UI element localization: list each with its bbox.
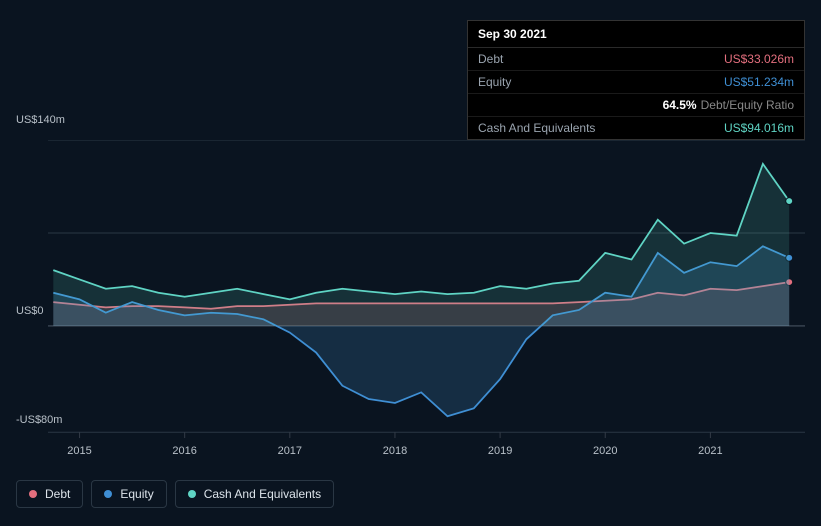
x-axis-tick: 2016 [172,445,196,457]
chart-svg [48,140,805,440]
y-axis-label: US$140m [16,114,76,126]
tooltip-label: Debt [478,52,724,66]
tooltip-value: US$51.234m [724,75,794,89]
x-axis: 2015 2016 2017 2018 2019 2020 2021 [48,445,805,465]
financial-chart: US$140mUS$0-US$80m [16,120,805,440]
legend-label: Equity [120,487,153,501]
tooltip-row: EquityUS$51.234m [468,71,804,94]
tooltip-ratio-value: 64.5%Debt/Equity Ratio [663,98,794,112]
tooltip-label: Equity [478,75,724,89]
tooltip-ratio-label [478,98,663,112]
chart-plot-area [48,140,805,440]
x-axis-tick: 2021 [698,445,722,457]
x-axis-tick: 2018 [383,445,407,457]
tooltip-row: DebtUS$33.026m [468,48,804,71]
x-axis-tick: 2017 [278,445,302,457]
tooltip-date: Sep 30 2021 [468,21,804,48]
y-axis-label: -US$80m [16,414,76,426]
legend-item-equity[interactable]: Equity [91,480,166,508]
legend-item-cash-and-equivalents[interactable]: Cash And Equivalents [175,480,334,508]
legend-dot-icon [188,490,196,498]
legend-label: Debt [45,487,70,501]
tooltip-row: 64.5%Debt/Equity Ratio [468,94,804,117]
tooltip-value: US$33.026m [724,52,794,66]
chart-legend: Debt Equity Cash And Equivalents [16,480,334,508]
x-axis-tick: 2015 [67,445,91,457]
legend-item-debt[interactable]: Debt [16,480,83,508]
x-axis-tick: 2019 [488,445,512,457]
y-axis-label: US$0 [16,305,76,317]
legend-dot-icon [29,490,37,498]
legend-label: Cash And Equivalents [204,487,321,501]
legend-dot-icon [104,490,112,498]
x-axis-tick: 2020 [593,445,617,457]
